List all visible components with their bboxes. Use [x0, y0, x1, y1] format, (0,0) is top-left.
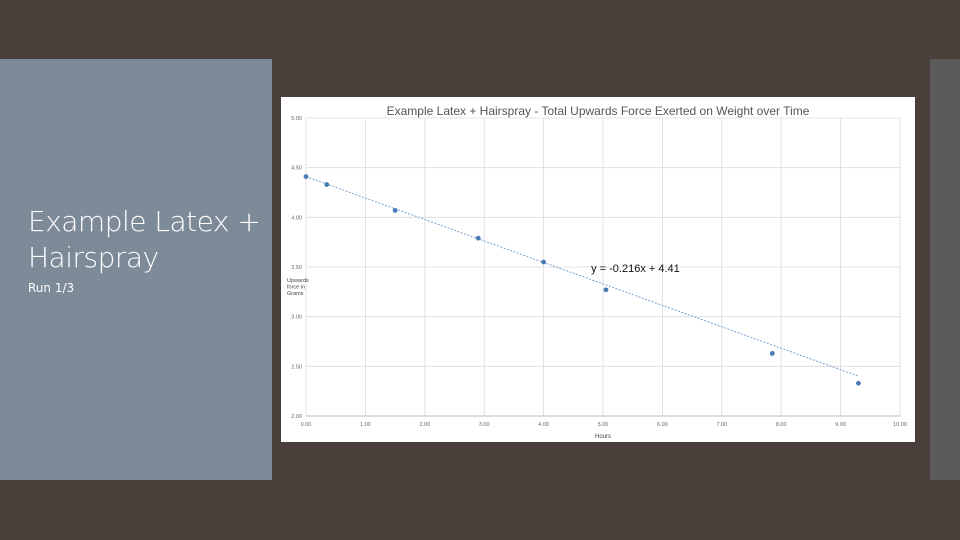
x-tick-label: 10.00 — [893, 422, 907, 428]
data-point — [303, 174, 309, 180]
data-point — [541, 259, 546, 265]
chart-grid — [305, 117, 901, 417]
y-axis-label-line: force in — [287, 284, 305, 290]
scatter-chart: Example Latex + Hairspray - Total Upward… — [287, 104, 907, 440]
y-tick-label: 3.50 — [291, 265, 302, 271]
trendline-equation: y = -0.216x + 4.41 — [591, 263, 680, 275]
trendline — [305, 176, 859, 377]
y-axis-ticks: 2.00 2.50 3.00 3.50 4.00 4.50 5.00 — [291, 116, 302, 420]
title-panel — [0, 59, 272, 480]
y-axis-label-line: Upwards — [287, 278, 309, 284]
x-tick-label: 5.00 — [598, 422, 609, 428]
y-axis-label-line: Grams — [287, 291, 304, 297]
data-point — [769, 351, 775, 356]
y-tick-label: 4.00 — [291, 215, 302, 221]
right-accent-strip — [930, 59, 960, 480]
x-tick-label: 4.00 — [538, 422, 549, 428]
x-tick-label: 0.00 — [301, 422, 312, 428]
data-point — [856, 380, 861, 386]
x-tick-label: 2.00 — [419, 422, 430, 428]
data-points — [303, 174, 861, 386]
slide-subtitle: Run 1/3 — [28, 281, 75, 295]
x-tick-label: 6.00 — [657, 422, 668, 428]
data-point — [392, 207, 398, 213]
data-point — [324, 182, 330, 187]
x-tick-label: 9.00 — [835, 422, 846, 428]
data-point — [475, 235, 481, 241]
y-tick-label: 5.00 — [291, 116, 302, 122]
y-tick-label: 3.00 — [291, 315, 302, 321]
y-axis-label: Upwards force in Grams — [287, 278, 309, 297]
y-tick-label: 4.50 — [291, 166, 302, 172]
x-axis-label: Hours — [595, 434, 611, 440]
data-point — [603, 287, 609, 293]
y-tick-label: 2.50 — [291, 364, 302, 370]
x-tick-label: 7.00 — [716, 422, 727, 428]
x-tick-label: 3.00 — [479, 422, 490, 428]
chart-image: Example Latex + Hairspray - Total Upward… — [281, 97, 915, 442]
x-tick-label: 8.00 — [776, 422, 787, 428]
slide-title: Example Latex + Hairspray — [28, 205, 261, 274]
x-tick-label: 1.00 — [360, 422, 371, 428]
chart-title: Example Latex + Hairspray - Total Upward… — [387, 104, 810, 118]
y-tick-label: 2.00 — [291, 414, 302, 420]
x-axis-ticks: 0.00 1.00 2.00 3.00 4.00 5.00 6.00 7.00 8.00 9.00… — [301, 422, 907, 428]
